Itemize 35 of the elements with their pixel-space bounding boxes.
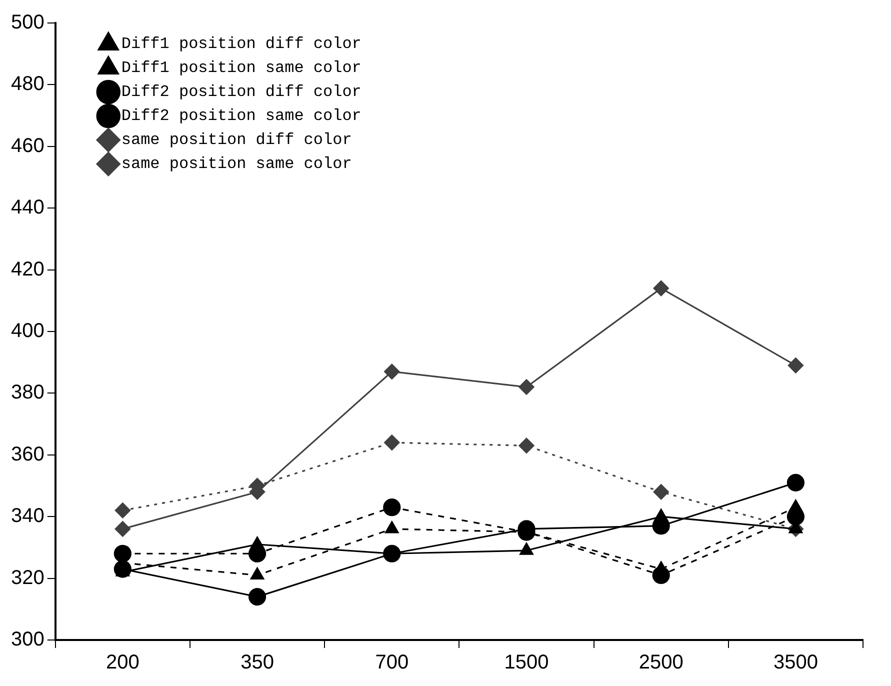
x-tick-label: 1500: [504, 652, 549, 674]
y-tick-label: 380: [10, 382, 44, 404]
point: [653, 484, 669, 500]
y-tick-label: 360: [10, 443, 44, 466]
legend-label: Diff2 position diff color: [121, 83, 362, 102]
y-tick-label: 480: [10, 73, 44, 96]
x-tick-label: 700: [375, 652, 409, 674]
x-tick-label: 200: [106, 652, 140, 674]
y-tick-label: 460: [10, 134, 44, 157]
y-tick-label: 300: [10, 628, 44, 651]
point: [114, 502, 130, 518]
point: [518, 379, 534, 395]
legend-label: Diff1 position same color: [121, 59, 362, 78]
point: [653, 280, 669, 296]
y-tick-label: 340: [10, 505, 44, 528]
y-tick-label: 500: [10, 12, 44, 34]
point: [786, 474, 804, 492]
point: [114, 521, 130, 537]
point: [384, 364, 400, 380]
point: [518, 438, 534, 454]
point: [384, 434, 400, 450]
legend-label: Diff1 position diff color: [121, 35, 362, 54]
point: [788, 358, 804, 374]
y-tick-label: 400: [10, 320, 44, 342]
legend-label: same position diff color: [121, 131, 352, 150]
x-tick-label: 2500: [638, 652, 684, 674]
x-tick-label: 350: [240, 652, 274, 674]
y-tick-label: 420: [10, 258, 44, 280]
point: [248, 588, 266, 606]
x-tick-label: 3500: [773, 652, 818, 674]
y-tick-label: 320: [10, 566, 44, 589]
legend-label: Diff2 position same color: [121, 107, 362, 126]
point: [383, 498, 401, 516]
y-tick-label: 440: [10, 196, 44, 219]
legend-label: same position same color: [121, 155, 352, 174]
